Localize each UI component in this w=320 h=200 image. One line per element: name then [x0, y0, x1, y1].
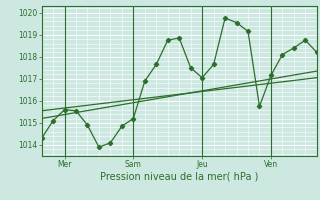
- X-axis label: Pression niveau de la mer( hPa ): Pression niveau de la mer( hPa ): [100, 172, 258, 182]
